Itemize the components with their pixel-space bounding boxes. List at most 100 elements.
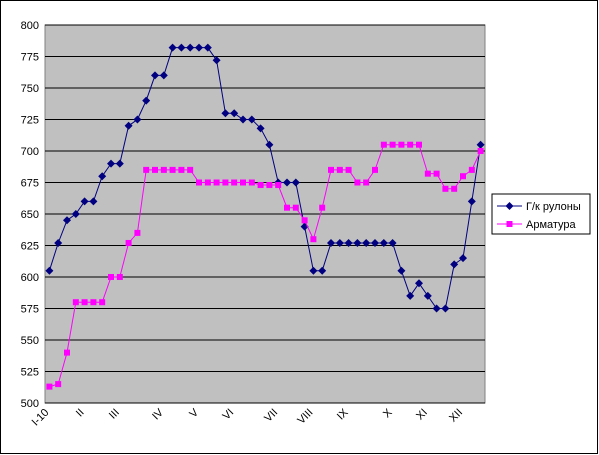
data-point xyxy=(353,238,362,247)
data-point xyxy=(362,238,371,247)
y-tick-label: 750 xyxy=(21,83,39,95)
data-point xyxy=(433,170,440,177)
y-tick-label: 525 xyxy=(21,367,39,379)
data-point xyxy=(168,43,177,52)
data-point xyxy=(345,166,352,173)
data-point xyxy=(292,204,299,211)
data-point xyxy=(468,166,475,173)
data-point xyxy=(81,299,88,306)
y-tick-label: 725 xyxy=(21,115,39,127)
data-point xyxy=(63,216,71,225)
data-point xyxy=(389,141,396,148)
data-point xyxy=(159,71,168,80)
data-point xyxy=(257,182,264,189)
data-point xyxy=(423,291,432,300)
data-point xyxy=(407,141,414,148)
data-point xyxy=(230,109,239,118)
data-point xyxy=(72,299,79,306)
y-tick-label: 675 xyxy=(21,178,39,190)
data-point xyxy=(231,179,238,186)
data-point xyxy=(160,166,167,173)
data-point xyxy=(240,179,246,186)
data-point xyxy=(310,236,317,243)
data-point xyxy=(319,204,326,211)
data-point xyxy=(284,204,290,211)
data-point xyxy=(169,166,176,173)
data-point xyxy=(80,197,89,206)
y-tick-label: 550 xyxy=(21,335,39,347)
data-point xyxy=(124,121,133,130)
data-point xyxy=(204,179,211,186)
data-point xyxy=(506,221,513,227)
data-point xyxy=(248,179,255,186)
data-point xyxy=(178,166,185,173)
data-point xyxy=(354,179,361,186)
data-point xyxy=(424,170,431,177)
data-point xyxy=(318,266,327,275)
data-point xyxy=(64,349,70,356)
data-point xyxy=(328,166,334,173)
data-point xyxy=(134,229,141,236)
data-point xyxy=(275,182,282,189)
data-point xyxy=(213,179,220,186)
data-point xyxy=(388,238,397,247)
data-point xyxy=(476,140,485,149)
data-point xyxy=(98,172,107,181)
data-point xyxy=(344,238,353,247)
data-point xyxy=(221,109,230,118)
data-point xyxy=(467,197,476,206)
data-point xyxy=(71,210,80,218)
data-point xyxy=(55,381,62,388)
data-point xyxy=(115,159,124,168)
data-point xyxy=(107,159,115,168)
data-point xyxy=(505,202,514,210)
data-point xyxy=(212,56,221,65)
data-point xyxy=(143,166,150,173)
data-point xyxy=(450,260,459,269)
data-point xyxy=(379,238,388,247)
data-point xyxy=(239,115,247,124)
y-tick-label: 500 xyxy=(21,398,39,410)
data-point xyxy=(89,197,98,206)
data-point xyxy=(441,304,450,313)
data-point xyxy=(432,304,441,313)
data-point xyxy=(177,43,186,52)
data-point xyxy=(152,166,158,173)
series-line xyxy=(48,47,482,309)
data-point xyxy=(45,266,54,275)
data-point xyxy=(196,179,202,186)
data-point xyxy=(309,266,318,275)
y-tick-label: 625 xyxy=(21,241,39,253)
data-point xyxy=(451,185,458,192)
y-tick-label: 800 xyxy=(21,20,39,32)
y-tick-label: 775 xyxy=(21,52,39,64)
data-point xyxy=(125,239,132,246)
data-point xyxy=(380,141,387,148)
data-point xyxy=(187,166,194,173)
data-point xyxy=(415,279,423,288)
data-point xyxy=(459,254,467,263)
data-point xyxy=(283,178,291,187)
data-point xyxy=(266,182,273,189)
data-point xyxy=(133,115,142,124)
y-tick-label: 650 xyxy=(21,209,39,221)
data-point xyxy=(398,141,405,148)
data-point xyxy=(327,238,335,247)
data-point xyxy=(256,124,265,133)
data-point xyxy=(335,238,344,247)
data-point xyxy=(142,96,151,105)
data-point xyxy=(186,43,195,52)
data-point xyxy=(195,43,203,52)
data-point xyxy=(99,299,106,306)
data-point xyxy=(291,178,300,187)
data-point xyxy=(46,383,53,390)
data-point xyxy=(247,115,256,124)
data-point xyxy=(203,43,212,52)
data-point xyxy=(265,140,274,149)
data-point xyxy=(372,166,378,173)
data-point xyxy=(477,148,484,154)
data-point xyxy=(371,238,379,247)
y-tick-label: 575 xyxy=(21,304,39,316)
data-point xyxy=(301,217,308,224)
